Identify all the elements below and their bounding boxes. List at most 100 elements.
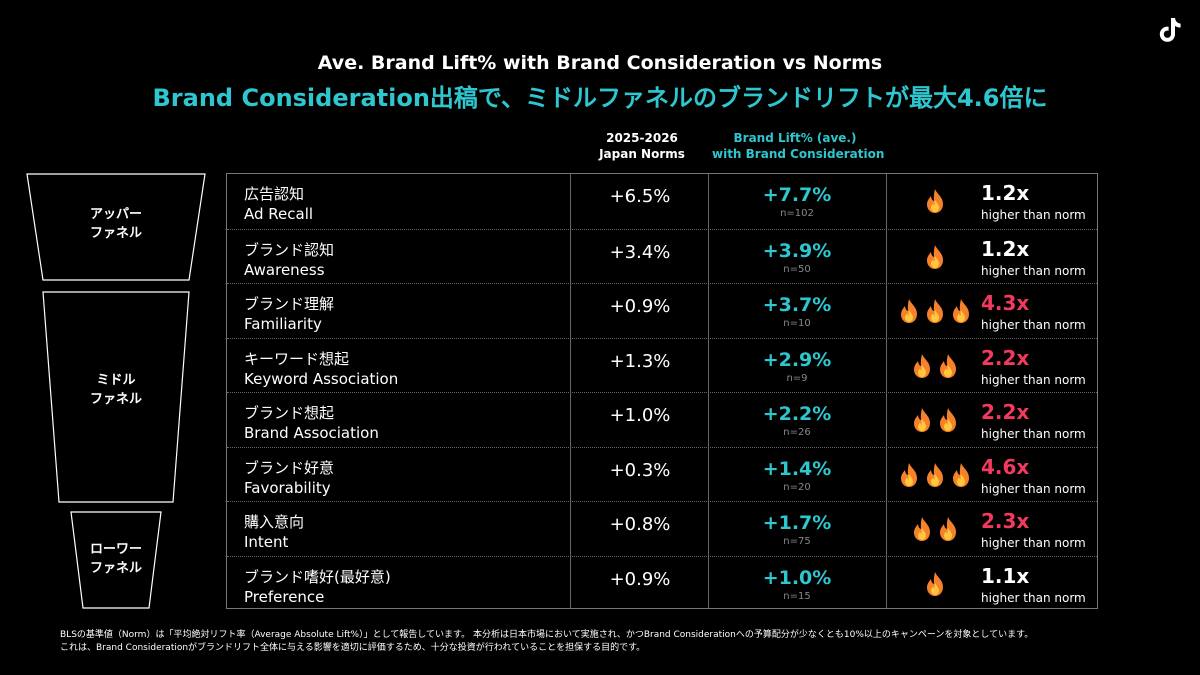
funnel-middle-label: ミドル ファネル xyxy=(42,371,190,409)
flame-rating xyxy=(887,516,983,542)
column-divider xyxy=(886,174,887,608)
metric-name-ja: ブランド認知 xyxy=(244,240,335,259)
funnel-middle-label-line2: ファネル xyxy=(89,392,142,407)
column-header-lift-line2: with Brand Consideration xyxy=(712,147,885,161)
metric-name-en: Awareness xyxy=(244,260,325,279)
sample-size: n=10 xyxy=(783,318,811,329)
lift-value: +1.7% xyxy=(762,512,832,534)
page-title: Ave. Brand Lift% with Brand Consideratio… xyxy=(317,52,883,74)
funnel-lower-label-line1: ローワー xyxy=(89,542,142,557)
norm-value: +3.4% xyxy=(609,241,671,263)
funnel-lower-shape xyxy=(70,511,162,609)
fire-icon xyxy=(927,189,943,213)
funnel-lower: ローワー ファネル xyxy=(70,511,162,609)
fire-icon xyxy=(927,299,943,323)
lift-value: +3.9% xyxy=(762,239,832,262)
lift-value: +1.0% xyxy=(762,566,832,589)
multiplier-value: 1.2x xyxy=(981,181,1030,205)
norm-value: +0.9% xyxy=(609,568,671,590)
fire-icon xyxy=(940,517,956,541)
table-row: ブランド嗜好(最好意) Preference +0.9% +1.0% n=15 1.1x h… xyxy=(227,555,1097,611)
norm-value: +0.9% xyxy=(609,296,671,317)
norm-value: +6.5% xyxy=(609,186,671,207)
fire-icon xyxy=(927,462,943,487)
footnote-line1: BLSの基準値（Norm）は「平均絶対リフト率（Average Absolute… xyxy=(60,630,1034,640)
funnel-lower-label-line2: ファネル xyxy=(89,561,142,576)
column-header-norms-line1: 2025-2026 xyxy=(606,131,678,145)
fire-icon xyxy=(914,353,930,378)
funnel-lower-label: ローワー ファネル xyxy=(70,540,162,578)
multiplier-value: 4.6x xyxy=(981,454,1030,479)
multiplier-note: higher than norm xyxy=(981,536,1086,550)
funnel-upper-shape xyxy=(26,173,206,281)
table-row: ブランド理解 Familiarity +0.9% +3.7% n=10 4.3x highe… xyxy=(227,283,1097,338)
multiplier-note: higher than norm xyxy=(981,372,1086,387)
sample-size: n=102 xyxy=(780,208,814,219)
page-subtitle: Brand Consideration出稿で、ミドルファネルのブランドリフトが最… xyxy=(152,84,1048,112)
metric-name-en: Ad Recall xyxy=(244,205,314,223)
funnel-upper-label: アッパー ファネル xyxy=(26,205,206,243)
flame-rating xyxy=(887,353,983,379)
metric-name-ja: ブランド嗜好(最好意) xyxy=(244,567,391,586)
norm-value: +0.3% xyxy=(609,459,671,481)
funnel-upper: アッパー ファネル xyxy=(26,173,206,281)
sample-size: n=26 xyxy=(783,427,811,438)
sample-size: n=9 xyxy=(786,372,808,384)
table-row: ブランド認知 Awareness +3.4% +3.9% n=50 1.2x higher … xyxy=(227,228,1097,284)
flame-rating xyxy=(887,462,983,488)
flame-rating xyxy=(887,188,983,214)
lift-value: +1.4% xyxy=(762,457,832,480)
sample-size: n=20 xyxy=(783,481,811,493)
column-divider xyxy=(708,174,709,608)
metric-name-en: Familiarity xyxy=(244,315,322,333)
lift-value: +2.2% xyxy=(762,403,832,425)
fire-icon xyxy=(927,244,943,269)
metrics-table: 広告認知 Ad Recall +6.5% +7.7% n=102 1.2x higher t… xyxy=(226,173,1098,609)
fire-icon xyxy=(953,299,969,323)
multiplier-note: higher than norm xyxy=(981,427,1086,441)
table-row: 購入意向 Intent +0.8% +1.7% n=75 2.3x higher than … xyxy=(227,501,1097,556)
lift-value: +3.7% xyxy=(762,294,832,316)
fire-icon xyxy=(927,571,943,596)
multiplier-note: higher than norm xyxy=(981,481,1086,496)
multiplier-note: higher than norm xyxy=(981,263,1086,278)
norm-value: +1.3% xyxy=(609,350,671,372)
multiplier-value: 1.1x xyxy=(981,563,1030,588)
multiplier-value: 2.2x xyxy=(981,400,1030,424)
metric-name-ja: ブランド好意 xyxy=(244,458,335,477)
column-header-lift: Brand Lift% (ave.) with Brand Considerat… xyxy=(712,130,885,162)
funnel-upper-label-line1: アッパー xyxy=(89,207,142,222)
funnel-middle: ミドル ファネル xyxy=(42,291,190,503)
fire-icon xyxy=(914,517,930,541)
footnote-line2: これは、Brand Considerationがブランドリフト全体に与える影響を… xyxy=(60,643,646,653)
fire-icon xyxy=(953,462,969,487)
column-header-norms-line2: Japan Norms xyxy=(599,147,685,161)
column-divider xyxy=(570,174,571,608)
metric-name-en: Intent xyxy=(244,533,289,551)
norm-value: +0.8% xyxy=(609,514,671,535)
fire-icon xyxy=(940,353,956,378)
flame-rating xyxy=(887,298,983,324)
flame-rating xyxy=(887,244,983,270)
fire-icon xyxy=(901,299,917,323)
metric-name-ja: 広告認知 xyxy=(244,185,305,203)
table-row: ブランド想起 Brand Association +1.0% +2.2% n=26 2.2… xyxy=(227,392,1097,447)
funnel-middle-shape xyxy=(42,291,190,503)
table-row: ブランド好意 Favorability +0.3% +1.4% n=20 4.6x high… xyxy=(227,446,1097,502)
lift-value: +7.7% xyxy=(762,184,832,206)
funnel-upper-label-line2: ファネル xyxy=(89,226,142,241)
metric-name-en: Favorability xyxy=(244,478,331,497)
metric-name-en: Preference xyxy=(244,587,325,606)
norm-value: +1.0% xyxy=(609,405,671,426)
metric-name-ja: 購入意向 xyxy=(244,513,305,531)
multiplier-value: 2.3x xyxy=(981,509,1030,533)
multiplier-note: higher than norm xyxy=(981,590,1086,605)
funnel-middle-label-line1: ミドル xyxy=(96,373,136,388)
metric-name-ja: ブランド理解 xyxy=(244,295,335,313)
sample-size: n=15 xyxy=(783,590,811,602)
multiplier-note: higher than norm xyxy=(981,318,1086,332)
table-row: キーワード想起 Keyword Association +1.3% +2.9% n=9 2… xyxy=(227,337,1097,393)
multiplier-value: 4.3x xyxy=(981,291,1030,315)
column-header-norms: 2025-2026 Japan Norms xyxy=(572,130,712,162)
fire-icon xyxy=(940,408,956,432)
